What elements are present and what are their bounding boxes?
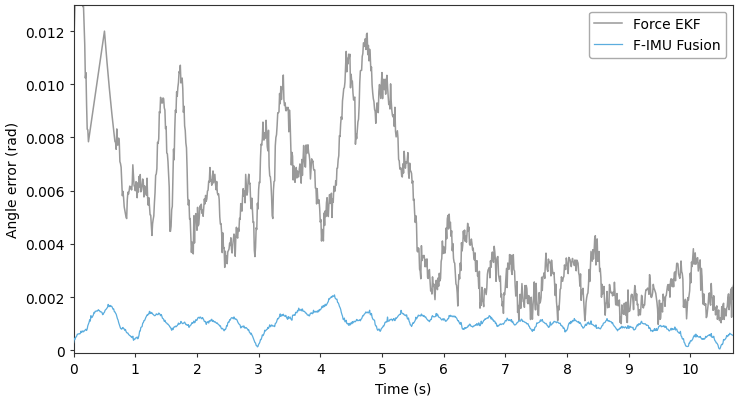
F-IMU Fusion	[345, 323, 354, 328]
Force EKF	[69, 31, 78, 36]
Line: F-IMU Fusion: F-IMU Fusion	[74, 295, 736, 349]
F-IMU Fusion	[443, 318, 452, 322]
F-IMU Fusion	[732, 336, 739, 340]
F-IMU Fusion	[118, 325, 127, 330]
Force EKF	[654, 322, 663, 327]
F-IMU Fusion	[715, 346, 724, 351]
Y-axis label: Angle error (rad): Angle error (rad)	[6, 122, 19, 237]
X-axis label: Time (s): Time (s)	[375, 381, 432, 395]
Line: Force EKF: Force EKF	[74, 0, 736, 324]
Legend: Force EKF, F-IMU Fusion: Force EKF, F-IMU Fusion	[589, 12, 726, 59]
Force EKF	[721, 306, 729, 311]
F-IMU Fusion	[330, 293, 339, 298]
F-IMU Fusion	[126, 334, 135, 339]
Force EKF	[119, 196, 128, 200]
Force EKF	[345, 53, 354, 57]
Force EKF	[127, 188, 136, 193]
F-IMU Fusion	[69, 340, 78, 345]
F-IMU Fusion	[621, 324, 630, 329]
Force EKF	[443, 217, 452, 222]
Force EKF	[621, 313, 630, 318]
Force EKF	[732, 289, 739, 294]
F-IMU Fusion	[721, 338, 729, 342]
